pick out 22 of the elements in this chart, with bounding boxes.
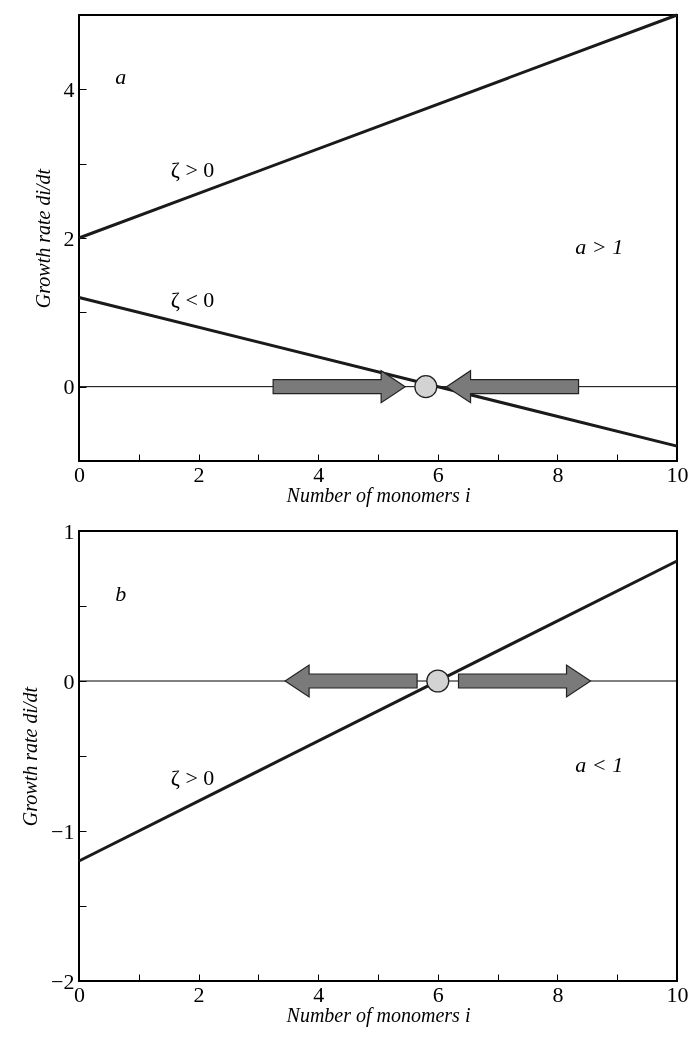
x-tick-label: 2: [193, 461, 205, 487]
x-tick-label: 10: [666, 461, 689, 487]
y-tick-label: 1: [63, 518, 75, 544]
annotation: a: [115, 64, 127, 90]
x-tick-label: 8: [552, 981, 564, 1007]
y-tick-label: 0: [63, 374, 75, 400]
annotation: a > 1: [575, 233, 624, 259]
annotation: b: [115, 581, 127, 606]
x-tick-label: 2: [193, 981, 205, 1007]
y-tick-label: −2: [51, 968, 75, 994]
x-tick-label: 10: [666, 981, 689, 1007]
series-label: ζ < 0: [170, 286, 215, 312]
y-axis-title: Growth rate di/dt: [19, 686, 42, 827]
y-tick-label: 4: [63, 76, 75, 102]
y-tick-label: 2: [63, 225, 75, 251]
series-label: ζ > 0: [170, 765, 215, 790]
y-tick-label: −1: [51, 818, 75, 844]
series-label: ζ > 0: [170, 156, 215, 182]
y-axis-title: Growth rate di/dt: [31, 168, 54, 309]
annotation: a < 1: [575, 752, 624, 777]
x-tick-label: 8: [552, 461, 564, 487]
y-tick-label: 0: [63, 668, 75, 694]
